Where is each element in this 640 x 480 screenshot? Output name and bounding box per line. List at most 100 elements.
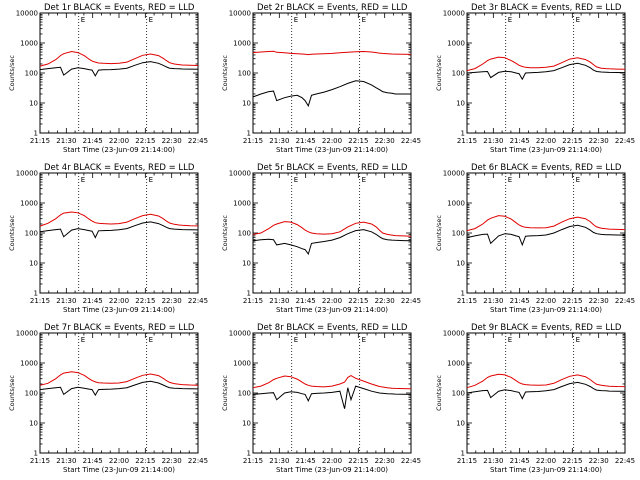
x-tick-label: 21:30 [56, 297, 76, 305]
x-tick-label: 21:30 [483, 137, 503, 145]
x-tick-label: 21:15 [243, 137, 263, 145]
series-line-lld [466, 373, 626, 389]
y-tick-label: 10000 [229, 330, 251, 338]
x-tick-label: 21:45 [296, 137, 316, 145]
x-tick-label: 22:00 [109, 137, 129, 145]
panel-title: Det 6r BLACK = Events, RED = LLD [471, 163, 622, 173]
marker-label: E [294, 336, 298, 344]
x-tick-label: 21:15 [457, 457, 477, 465]
x-tick-label: 22:45 [188, 457, 208, 465]
series-line-events [252, 385, 412, 409]
y-tick-label: 10 [242, 260, 251, 268]
x-tick-label: 22:15 [135, 297, 155, 305]
y-tick-label: 10 [456, 260, 465, 268]
marker-label: E [576, 16, 580, 24]
y-tick-label: 1000 [447, 40, 465, 48]
y-tick-label: 10 [29, 100, 38, 108]
x-axis-label: Start Time (23-Jun-09 21:14:00) [63, 306, 175, 314]
x-tick-label: 22:00 [322, 137, 342, 145]
x-tick-label: 22:00 [322, 457, 342, 465]
series-line-events [466, 381, 626, 400]
x-tick-label: 21:45 [83, 137, 103, 145]
x-tick-label: 22:30 [162, 137, 182, 145]
y-tick-label: 10000 [443, 170, 465, 178]
x-tick-label: 22:15 [135, 137, 155, 145]
y-tick-label: 10000 [16, 10, 38, 18]
y-tick-label: 10 [29, 420, 38, 428]
series-line-events [39, 221, 199, 239]
panel-title: Det 8r BLACK = Events, RED = LLD [257, 323, 408, 333]
y-axis-label: Counts/sec [435, 55, 443, 91]
y-tick-label: 100 [452, 70, 465, 78]
x-tick-label: 22:30 [589, 297, 609, 305]
panel-det-2: Det 2r BLACK = Events, RED = LLD E E 1 10 100… [221, 3, 421, 154]
series-line-events [252, 229, 412, 256]
x-tick-label: 22:45 [615, 457, 635, 465]
plot-frame [466, 172, 626, 294]
y-tick-label: 1000 [20, 200, 38, 208]
x-tick-label: 22:00 [109, 297, 129, 305]
plot-frame [252, 12, 412, 134]
x-axis-label: Start Time (23-Jun-09 21:14:00) [63, 146, 175, 154]
marker-label: E [362, 176, 366, 184]
x-tick-label: 22:15 [348, 137, 368, 145]
x-tick-label: 21:45 [83, 457, 103, 465]
x-tick-label: 21:30 [269, 297, 289, 305]
x-tick-label: 22:45 [615, 297, 635, 305]
x-tick-label: 22:45 [401, 297, 421, 305]
plot-frame [39, 172, 199, 294]
x-tick-label: 22:30 [162, 457, 182, 465]
marker-label: E [294, 16, 298, 24]
marker-label: E [81, 16, 85, 24]
y-tick-label: 1000 [447, 200, 465, 208]
plot-frame [252, 172, 412, 294]
panel-title: Det 7r BLACK = Events, RED = LLD [44, 323, 195, 333]
marker-label: E [576, 176, 580, 184]
x-tick-label: 22:00 [536, 457, 556, 465]
x-tick-label: 22:15 [562, 297, 582, 305]
x-tick-label: 22:45 [188, 297, 208, 305]
x-tick-label: 22:15 [348, 457, 368, 465]
x-axis-label: Start Time (23-Jun-09 21:14:00) [490, 466, 602, 474]
x-tick-label: 21:45 [510, 457, 530, 465]
y-tick-label: 1000 [233, 360, 251, 368]
y-tick-label: 1 [461, 450, 465, 458]
x-tick-label: 22:30 [589, 137, 609, 145]
y-tick-label: 1 [461, 290, 465, 298]
marker-label: E [81, 336, 85, 344]
y-tick-label: 100 [238, 230, 251, 238]
panel-det-1: Det 1r BLACK = Events, RED = LLD E E 1 10 100… [8, 3, 208, 154]
y-tick-label: 1000 [447, 360, 465, 368]
y-tick-label: 10000 [229, 170, 251, 178]
series-line-lld [39, 371, 199, 386]
marker-label: E [362, 16, 366, 24]
x-tick-label: 21:30 [56, 457, 76, 465]
y-tick-label: 100 [238, 390, 251, 398]
plot-frame [466, 12, 626, 134]
y-tick-label: 1 [34, 450, 38, 458]
marker-label: E [508, 176, 512, 184]
x-tick-label: 21:30 [56, 137, 76, 145]
x-tick-label: 21:45 [296, 297, 316, 305]
y-axis-label: Counts/sec [435, 215, 443, 251]
x-tick-label: 21:45 [510, 137, 530, 145]
y-tick-label: 1000 [20, 40, 38, 48]
plot-frame [39, 12, 199, 134]
y-axis-label: Counts/sec [435, 375, 443, 411]
y-tick-label: 10000 [443, 330, 465, 338]
panel-det-6: Det 6r BLACK = Events, RED = LLD E E 1 10 100… [435, 163, 635, 314]
y-axis-label: Counts/sec [221, 215, 229, 251]
x-tick-label: 21:15 [243, 457, 263, 465]
y-tick-label: 100 [25, 70, 38, 78]
marker-label: E [294, 176, 298, 184]
y-tick-label: 10 [29, 260, 38, 268]
marker-label: E [508, 336, 512, 344]
series-line-lld [39, 50, 199, 67]
panel-title: Det 4r BLACK = Events, RED = LLD [44, 163, 195, 173]
y-tick-label: 10 [242, 100, 251, 108]
x-tick-label: 22:15 [135, 457, 155, 465]
series-line-events [252, 80, 411, 108]
y-tick-label: 10 [456, 100, 465, 108]
marker-label: E [508, 16, 512, 24]
